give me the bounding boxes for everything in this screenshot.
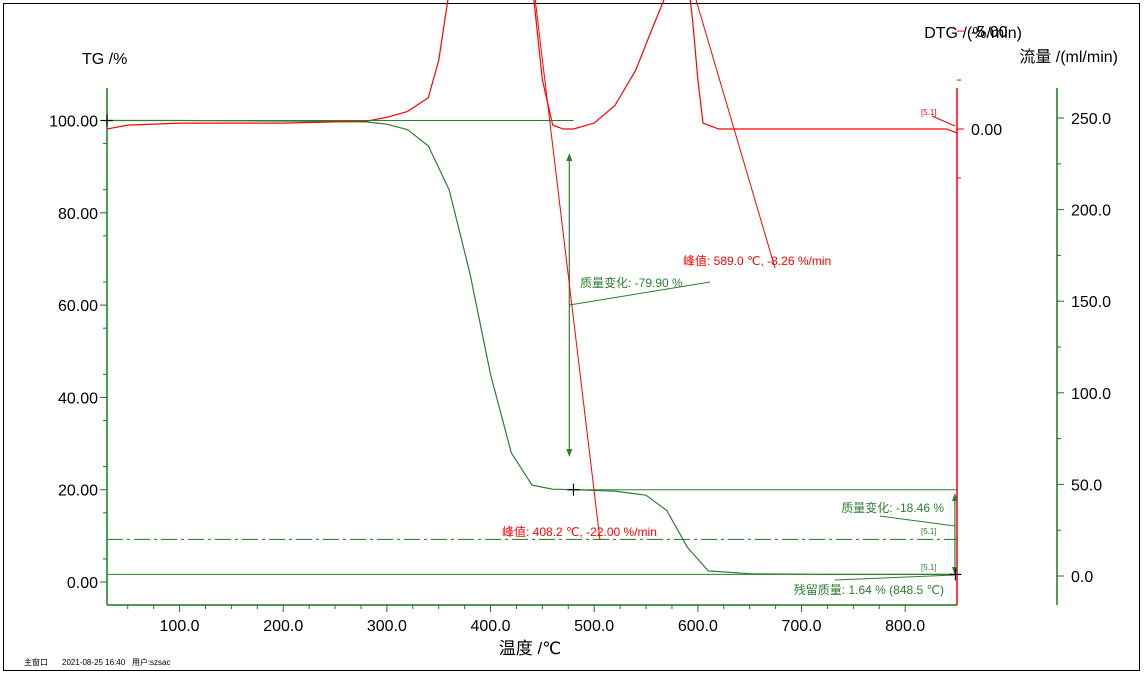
annotation-mass-change-2: 质量变化: -18.46 % <box>841 500 944 515</box>
residual-leader <box>834 574 955 581</box>
annotation-peak-589: 峰值: 589.0 ℃, -8.26 %/min <box>683 253 831 268</box>
tg-tick-label: 60.00 <box>58 298 98 315</box>
flow-tick-label: 100.0 <box>1071 386 1111 403</box>
flow-tick-label: 150.0 <box>1071 294 1111 311</box>
flow-tick-label: 200.0 <box>1071 203 1111 220</box>
annotation-marker-dtg: [5.1] <box>921 108 937 117</box>
arrow-head-down <box>566 449 573 457</box>
footer-user: szsac <box>150 658 170 667</box>
tg-tick-label: 40.00 <box>58 390 98 407</box>
x-tick-label: 200.0 <box>263 618 303 635</box>
flow-tick-label: 0.0 <box>1071 569 1093 586</box>
series-line-tg <box>107 119 957 576</box>
flow-tick-label: 250.0 <box>1071 111 1111 128</box>
tg-axis-label: TG /% <box>82 51 127 68</box>
annotation-marker-tg: [5.1] <box>921 563 937 572</box>
flow-tick-label: 50.0 <box>1071 477 1102 494</box>
annotation-marker-flow: [5.1] <box>921 527 937 536</box>
x-tick-label: 600.0 <box>678 618 718 635</box>
footer-user-label: 用户: <box>132 657 150 667</box>
dtg-axis-label: DTG /(%/min) <box>924 25 1022 42</box>
x-tick-label: 100.0 <box>160 618 200 635</box>
x-tick-label: 400.0 <box>471 618 511 635</box>
series-line-dtg <box>106 0 958 134</box>
flow-axis-label: 流量 /(ml/min) <box>1019 48 1118 66</box>
chart-frame <box>3 3 1140 671</box>
annotation-mass-change-1: 质量变化: -79.90 % <box>580 275 683 290</box>
annotation-residual-mass: 残留质量: 1.64 % (848.5 ℃) <box>794 583 944 597</box>
arrow-head-up <box>566 153 573 161</box>
footer-window: 主窗口 <box>24 657 48 667</box>
x-tick-label: 300.0 <box>367 618 407 635</box>
tg-tick-label: 20.00 <box>58 483 98 500</box>
x-tick-label: 500.0 <box>574 618 614 635</box>
annotation-peak-408: 峰值: 408.2 ℃, -22.00 %/min <box>502 524 657 539</box>
x-tick-label: 700.0 <box>781 618 821 635</box>
dtg-marker-leader <box>931 115 956 127</box>
tg-tick-label: 100.00 <box>49 114 98 131</box>
dtg-tick-label: -5.00 <box>971 24 1008 41</box>
x-axis-label: 温度 /℃ <box>499 639 562 658</box>
x-tick-label: 800.0 <box>885 618 925 635</box>
mass-change-leader <box>569 281 711 306</box>
tg-tick-label: 80.00 <box>58 206 98 223</box>
peak-589-leader <box>695 0 776 269</box>
peak-408-leader <box>534 0 601 541</box>
mass-change-2-leader <box>879 515 955 527</box>
dtg-tick-label: 0.00 <box>971 122 1002 139</box>
arrow-head-up-2 <box>951 493 958 501</box>
tg-tick-label: 0.00 <box>67 575 98 592</box>
footer-datetime: 2021-08-25 16:40 <box>62 658 126 667</box>
